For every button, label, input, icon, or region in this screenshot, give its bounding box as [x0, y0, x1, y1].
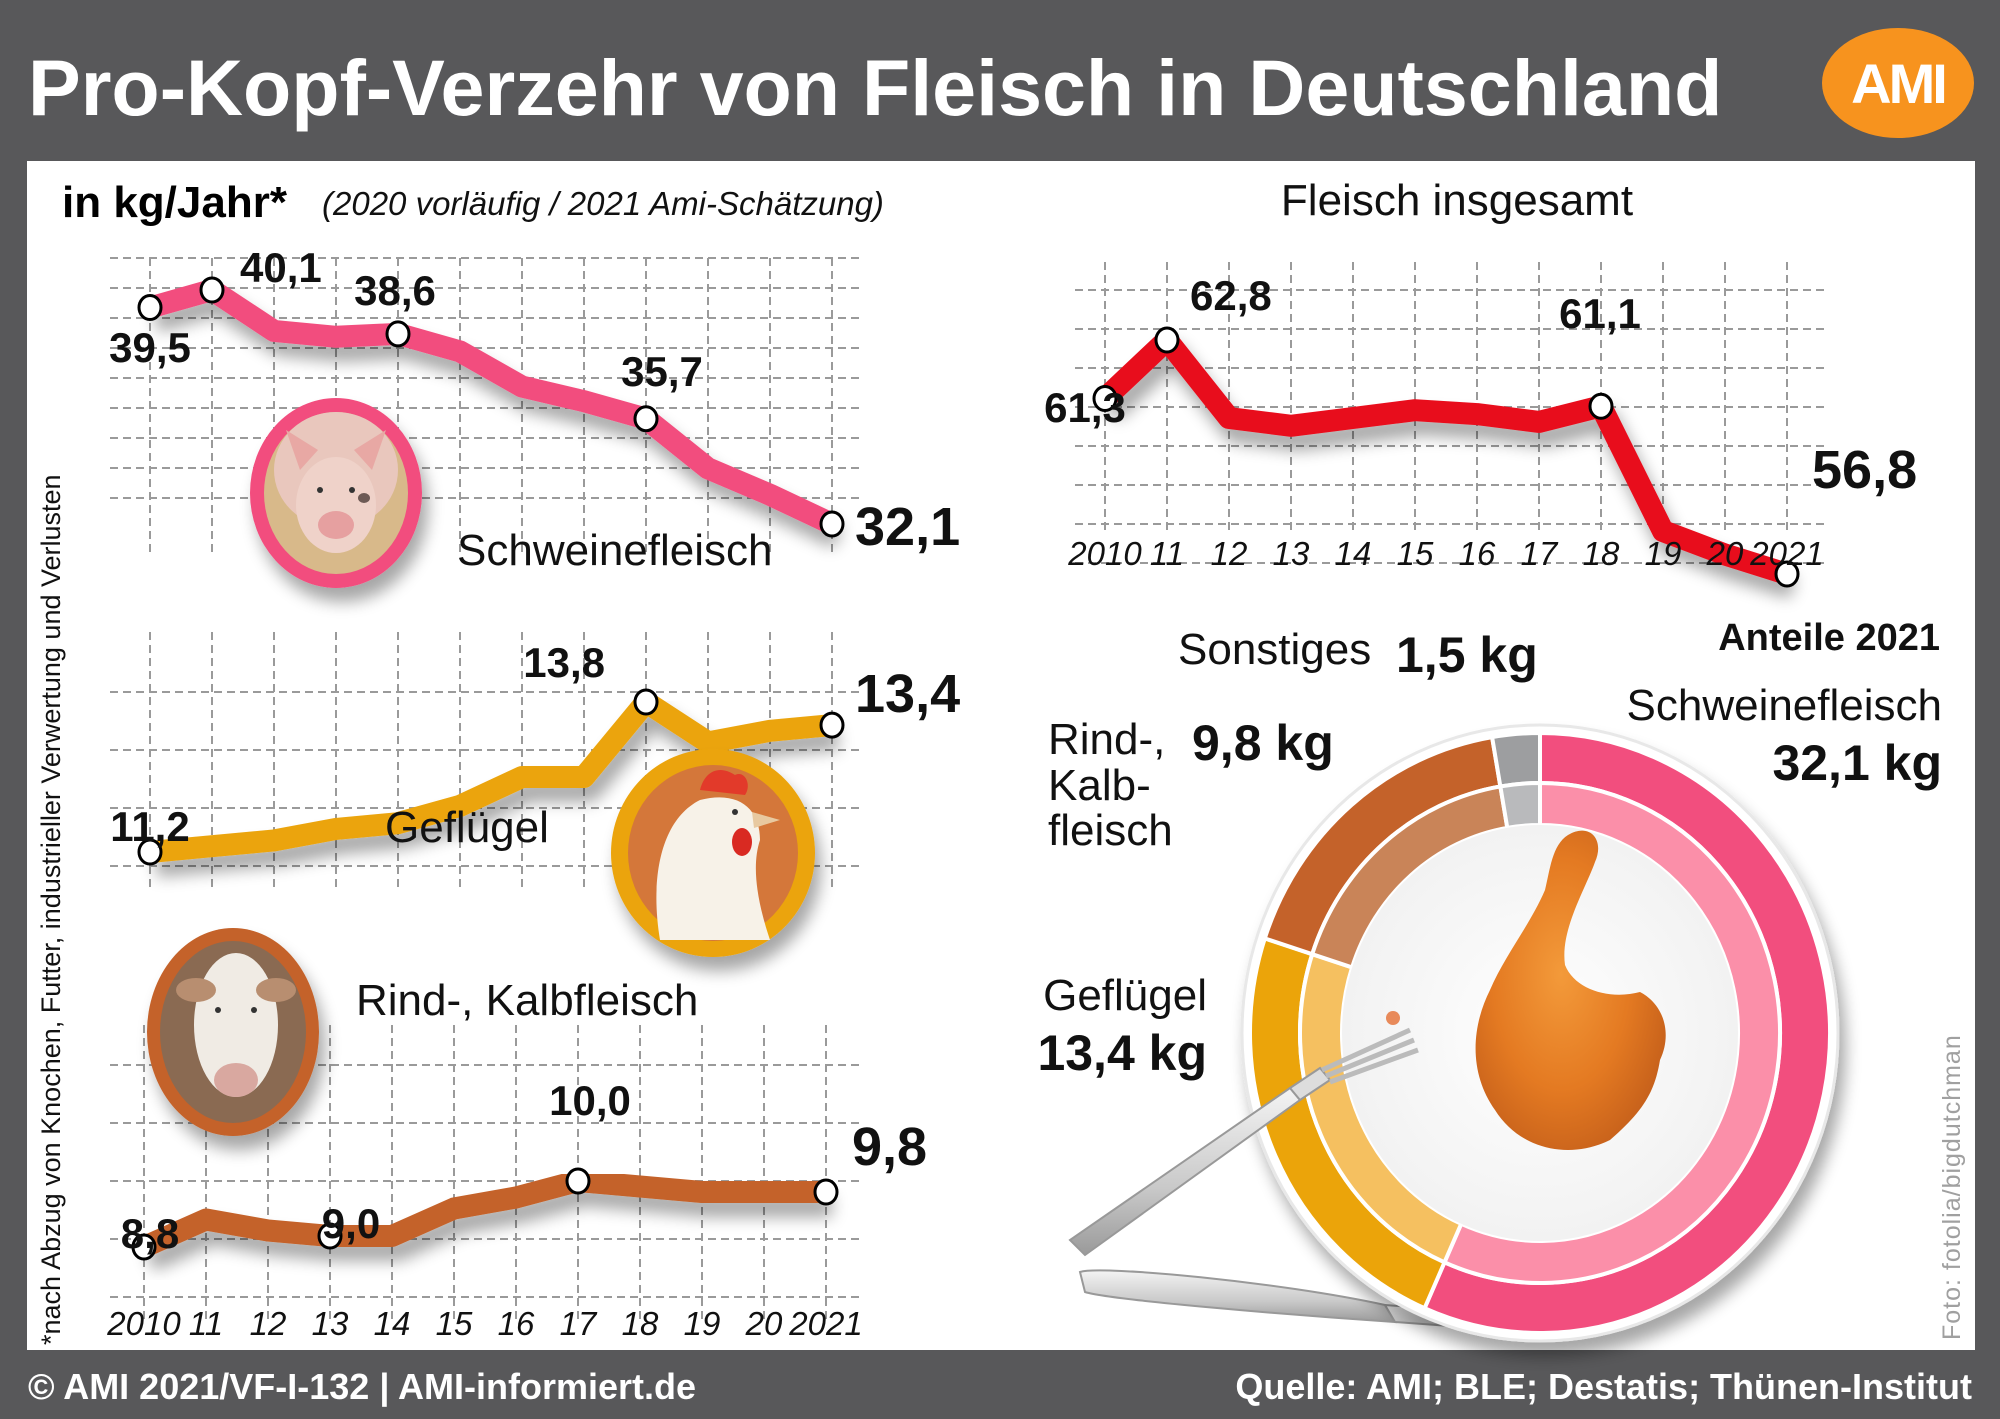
- poultry-data-point: [137, 838, 163, 866]
- donut-slice-outer: [1489, 730, 1542, 789]
- x-tick-label: 17: [1521, 535, 1559, 572]
- share-label-beef-name-3: fleisch: [1048, 806, 1173, 855]
- pork-data-point: [199, 276, 225, 304]
- x-tick-label: 16: [1459, 535, 1496, 572]
- beef-data-label: 10,0: [549, 1077, 631, 1124]
- x-tick-label: 18: [1583, 535, 1620, 572]
- total-data-label: 62,8: [1190, 272, 1272, 319]
- poultry-data-label: 13,4: [855, 664, 960, 724]
- total-grid: [1075, 262, 1825, 564]
- beef-data-point: [565, 1167, 591, 1195]
- share-label-other-value: 1,5 kg: [1396, 627, 1538, 683]
- photo-credit: Foto: fotolia/bigdutchman: [1938, 1034, 1966, 1340]
- footer-source: Quelle: AMI; BLE; Destatis; Thünen-Insti…: [1235, 1366, 1972, 1407]
- share-donut-chart: Anteile 2021 Sonstiges 1,5 kg Rind-, 9: [1037, 617, 1943, 1343]
- pork-data-point: [385, 320, 411, 348]
- share-label-beef-name-2: Kalb-: [1048, 761, 1151, 810]
- ami-logo: AMI: [1822, 28, 1974, 138]
- x-tick-label: 19: [1645, 535, 1682, 572]
- beef-data-point: [813, 1178, 839, 1206]
- x-tick-label: 20: [745, 1305, 783, 1342]
- pork-data-label: 38,6: [354, 267, 436, 314]
- pork-data-label: 39,5: [109, 324, 191, 371]
- share-label-poultry-value: 13,4 kg: [1037, 1025, 1207, 1081]
- beef-series-line: [139, 1170, 826, 1258]
- beef-data-point: [317, 1222, 343, 1250]
- x-tick-label: 14: [1335, 535, 1372, 572]
- beef-data-point: [131, 1233, 157, 1261]
- pork-chart: 39,5 40,1 38,6 35,7 32,1 Schweinefleisch: [109, 244, 960, 588]
- share-label-pork-name: Schweinefleisch: [1627, 681, 1943, 730]
- pork-data-label: 35,7: [621, 348, 703, 395]
- share-chart-title: Anteile 2021: [1718, 617, 1940, 659]
- cow-photo: [147, 928, 319, 1136]
- poultry-series-label: Geflügel: [385, 803, 549, 852]
- footnote: *nach Abzug von Knochen, Futter, industr…: [36, 474, 66, 1345]
- x-tick-label: 16: [498, 1305, 535, 1342]
- total-data-label: 56,8: [1812, 440, 1917, 500]
- estimate-note: (2020 vorläufig / 2021 Ami-Schätzung): [322, 185, 884, 222]
- x-tick-label: 12: [1211, 535, 1248, 572]
- beef-data-label: 9,8: [852, 1117, 927, 1177]
- x-tick-label: 15: [436, 1305, 473, 1342]
- poultry-series-line: [148, 691, 834, 863]
- fork-icon: [1068, 1027, 1419, 1257]
- poultry-chart: 11,2 13,8 13,4 Geflügel: [110, 632, 960, 957]
- total-chart-title: Fleisch insgesamt: [1281, 176, 1633, 225]
- pork-data-label: 40,1: [240, 244, 322, 291]
- page-title: Pro-Kopf-Verzehr von Fleisch in Deutschl…: [28, 43, 1723, 132]
- x-tick-label: 17: [560, 1305, 598, 1342]
- pork-data-point: [633, 405, 659, 433]
- x-tick-label: 11: [1150, 535, 1184, 572]
- poultry-data-label: 11,2: [110, 803, 189, 850]
- x-tick-label: 13: [312, 1305, 349, 1342]
- total-data-point: [1092, 385, 1118, 412]
- beef-data-label: 8,8: [121, 1210, 179, 1257]
- total-data-point: [1154, 326, 1180, 354]
- chicken-photo: [611, 749, 815, 957]
- pork-series-label: Schweinefleisch: [457, 526, 773, 575]
- x-tick-label: 20: [1706, 535, 1744, 572]
- x-tick-label: 14: [374, 1305, 411, 1342]
- logo-text: AMI: [1851, 51, 1948, 115]
- x-tick-label: 12: [250, 1305, 287, 1342]
- share-label-beef-value: 9,8 kg: [1192, 715, 1334, 771]
- x-tick-label: 15: [1397, 535, 1434, 572]
- total-data-label: 61,1: [1559, 290, 1641, 337]
- pig-photo: [250, 398, 422, 588]
- poultry-data-point: [819, 711, 845, 739]
- x-tick-label: 19: [684, 1305, 721, 1342]
- x-tick-label: 11: [189, 1305, 223, 1342]
- total-data-label: 61,3: [1044, 384, 1126, 431]
- pork-data-label: 32,1: [855, 497, 960, 557]
- donut-slices: [1248, 730, 1832, 1335]
- beef-series-label: Rind-, Kalbfleisch: [356, 976, 698, 1025]
- pork-data-point: [137, 294, 163, 322]
- pork-series-line: [147, 279, 837, 534]
- share-label-beef-name-1: Rind-,: [1048, 715, 1165, 764]
- unit-label: in kg/Jahr*: [62, 178, 288, 227]
- x-tick-label: 13: [1273, 535, 1310, 572]
- x-tick-label: 2010: [1067, 535, 1142, 572]
- x-tick-label: 2021: [788, 1305, 862, 1342]
- poultry-data-point: [633, 688, 659, 716]
- pork-data-point: [819, 510, 845, 538]
- x-tick-label: 18: [622, 1305, 659, 1342]
- footer-copyright: © AMI 2021/VF-I-132 | AMI-informiert.de: [28, 1366, 697, 1407]
- total-data-point: [1588, 392, 1614, 420]
- share-label-poultry-name: Geflügel: [1043, 971, 1207, 1020]
- beef-data-label: 9,0: [322, 1200, 380, 1247]
- poultry-data-label: 13,8: [523, 639, 605, 686]
- total-series-line: [1097, 329, 1791, 585]
- chicken-leg-image: [1386, 830, 1666, 1150]
- share-label-other-name: Sonstiges: [1178, 625, 1371, 674]
- x-tick-label: 2010: [106, 1305, 181, 1342]
- total-data-point: [1774, 560, 1800, 588]
- total-chart: Fleisch insgesamt 61,362,8 61,156,8 2010 1…: [1044, 176, 1917, 588]
- share-label-pork-value: 32,1 kg: [1772, 735, 1942, 791]
- beef-chart: 8,8 9,0 10,0 9,8 Rind-, Kalbfleisch 2010 11 1…: [106, 928, 927, 1342]
- x-tick-label: 2021: [1749, 535, 1823, 572]
- donut-slice-inner: [1498, 780, 1542, 831]
